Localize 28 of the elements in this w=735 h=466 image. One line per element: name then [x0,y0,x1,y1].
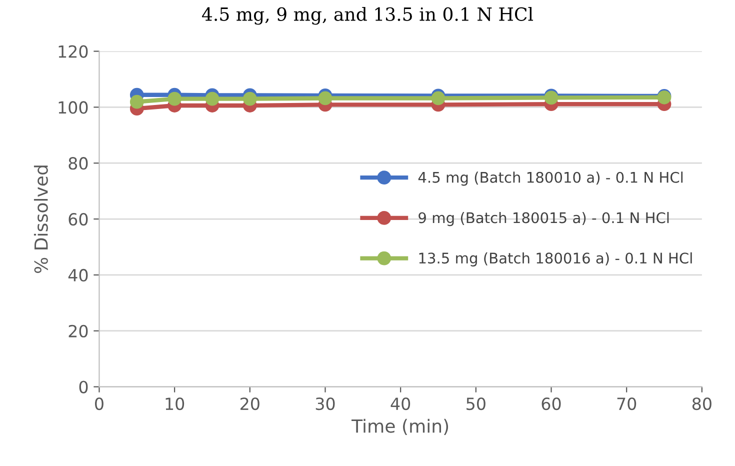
legend-label: 9 mg (Batch 180015 a) - 0.1 N HCl [418,212,669,226]
legend-label: 13.5 mg (Batch 180016 a) - 0.1 N HCl [419,252,692,266]
x-tick-label: 10 [166,397,184,410]
y-tick-label: 120 [58,45,88,58]
point [130,94,144,109]
y-tick-label: 40 [68,268,88,282]
point [205,92,220,106]
point [431,91,446,106]
y-tick-label: 60 [68,212,88,226]
y-tick-label: 20 [68,324,88,338]
y-tick-label: 80 [68,157,88,170]
y-tick-label: 0 [79,380,88,394]
point [242,92,257,106]
x-tick-label: 20 [240,397,260,410]
x-tick-label: 50 [466,397,486,410]
point [318,91,332,106]
point [168,92,182,106]
y-tick-label: 100 [58,101,88,114]
x-axis-title: Time (min) [351,418,448,435]
x-tick-label: 70 [617,397,636,410]
x-tick-label: 0 [95,397,104,410]
x-tick-label: 80 [692,397,712,410]
x-tick-label: 30 [316,397,335,410]
x-tick-label: 60 [542,397,561,410]
chart-title: 4.5 mg, 9 mg, and 13.5 in 0.1 N HCl [202,6,534,25]
y-axis-title: % Dissolved [34,166,48,273]
x-tick-label: 40 [390,397,410,410]
legend-label: 4.5 mg (Batch 180010 a) - 0.1 N HCl [418,172,683,186]
